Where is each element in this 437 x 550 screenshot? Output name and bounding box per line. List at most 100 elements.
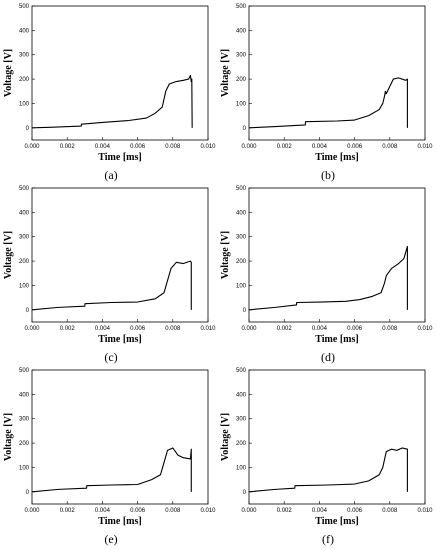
x-tick-label: 0.006 [347,508,363,514]
chart-svg: 0.000 0.002 0.004 0.006 0.008 0.010 0 100 200 300… [220,186,433,344]
chart-svg: 0.000 0.002 0.004 0.006 0.008 0.010 0 100 200 300… [3,4,216,162]
plot-frame [31,187,209,323]
plot-frame [31,5,209,141]
x-axis-label: Time [ms] [315,152,358,162]
chart-panel-b: 0.000 0.002 0.004 0.006 0.008 0.010 0 100 200 300… [219,2,437,185]
y-axis-label: Voltage [V] [220,49,231,97]
x-tick-label: 0.004 [95,144,111,150]
x-tick-label: 0.004 [312,508,328,514]
voltage-series-line [31,447,192,493]
x-tick-label: 0.000 [241,326,257,332]
y-axis-label: Voltage [V] [3,231,14,279]
x-tick-label: 0.008 [382,508,398,514]
x-tick-label: 0.008 [382,326,398,332]
plot-frame [248,5,426,141]
x-tick-label: 0.002 [60,326,76,332]
x-tick-label: 0.006 [347,326,363,332]
y-tick-label: 200 [236,77,247,83]
y-axis-label: Voltage [V] [3,413,14,461]
y-tick-label: 300 [19,417,30,423]
y-tick-label: 0 [243,308,247,314]
panel-caption: (d) [321,350,335,364]
y-tick-label: 400 [19,392,30,398]
y-tick-label: 400 [19,210,30,216]
panel-caption: (f) [322,532,334,546]
panel-caption: (a) [104,168,118,182]
x-tick-label: 0.000 [24,508,40,514]
x-tick-label: 0.010 [200,144,216,150]
chart-panel-a: 0.000 0.002 0.004 0.006 0.008 0.010 0 100 200 300… [2,2,220,185]
x-tick-label: 0.010 [417,144,433,150]
voltage-series-line [31,74,193,129]
y-tick-label: 200 [19,441,30,447]
plot-frame [31,369,209,505]
y-tick-label: 200 [236,259,247,265]
chart-svg: 0.000 0.002 0.004 0.006 0.008 0.010 0 100 200 300… [220,4,433,162]
chart-svg: 0.000 0.002 0.004 0.006 0.008 0.010 0 100 200 300… [3,186,216,344]
x-tick-label: 0.002 [60,144,76,150]
y-tick-label: 300 [236,235,247,241]
x-tick-label: 0.010 [200,508,216,514]
y-tick-label: 400 [19,28,30,34]
chart-panel-e: 0.000 0.002 0.004 0.006 0.008 0.010 0 100 200 300… [2,366,220,549]
y-tick-label: 100 [19,283,30,289]
plot-frame [248,369,426,505]
y-tick-label: 100 [19,101,30,107]
y-tick-label: 500 [19,186,30,192]
y-tick-label: 400 [236,392,247,398]
y-tick-label: 300 [236,417,247,423]
y-axis-label: Voltage [V] [3,49,14,97]
y-tick-label: 100 [236,101,247,107]
y-tick-label: 0 [26,126,30,132]
y-axis-label: Voltage [V] [220,413,231,461]
x-tick-label: 0.010 [200,326,216,332]
y-tick-label: 500 [19,4,30,10]
y-tick-label: 500 [19,368,30,374]
y-tick-label: 500 [236,4,247,10]
y-tick-label: 200 [236,441,247,447]
x-tick-label: 0.004 [312,144,328,150]
y-tick-label: 500 [236,368,247,374]
x-tick-label: 0.002 [277,144,293,150]
y-tick-label: 0 [243,126,247,132]
x-tick-label: 0.008 [165,326,181,332]
x-tick-label: 0.006 [347,144,363,150]
y-tick-label: 0 [26,490,30,496]
x-tick-label: 0.000 [24,326,40,332]
voltage-series-line [31,260,192,311]
y-tick-label: 100 [236,465,247,471]
x-axis-label: Time [ms] [315,334,358,344]
x-tick-label: 0.000 [24,144,40,150]
voltage-series-line [248,447,408,493]
x-axis-label: Time [ms] [98,152,141,162]
chart-svg: 0.000 0.002 0.004 0.006 0.008 0.010 0 100 200 300… [220,368,433,526]
y-tick-label: 100 [236,283,247,289]
x-tick-label: 0.002 [60,508,76,514]
x-tick-label: 0.004 [95,508,111,514]
y-tick-label: 300 [236,53,247,59]
y-tick-label: 0 [243,490,247,496]
x-axis-label: Time [ms] [98,334,141,344]
y-tick-label: 300 [19,235,30,241]
panel-caption: (c) [104,350,118,364]
y-tick-label: 400 [236,28,247,34]
x-tick-label: 0.000 [241,144,257,150]
panel-caption: (e) [104,532,118,546]
y-tick-label: 200 [19,77,30,83]
x-tick-label: 0.004 [312,326,328,332]
x-axis-label: Time [ms] [98,516,141,526]
plot-frame [248,187,426,323]
x-tick-label: 0.008 [165,144,181,150]
y-tick-label: 500 [236,186,247,192]
y-tick-label: 0 [26,308,30,314]
x-tick-label: 0.010 [417,326,433,332]
x-tick-label: 0.004 [95,326,111,332]
y-tick-label: 300 [19,53,30,59]
x-tick-label: 0.008 [382,144,398,150]
x-tick-label: 0.002 [277,508,293,514]
y-tick-label: 400 [236,210,247,216]
x-tick-label: 0.002 [277,326,293,332]
x-tick-label: 0.008 [165,508,181,514]
chart-panel-c: 0.000 0.002 0.004 0.006 0.008 0.010 0 100 200 300… [2,184,220,367]
x-tick-label: 0.006 [130,508,146,514]
